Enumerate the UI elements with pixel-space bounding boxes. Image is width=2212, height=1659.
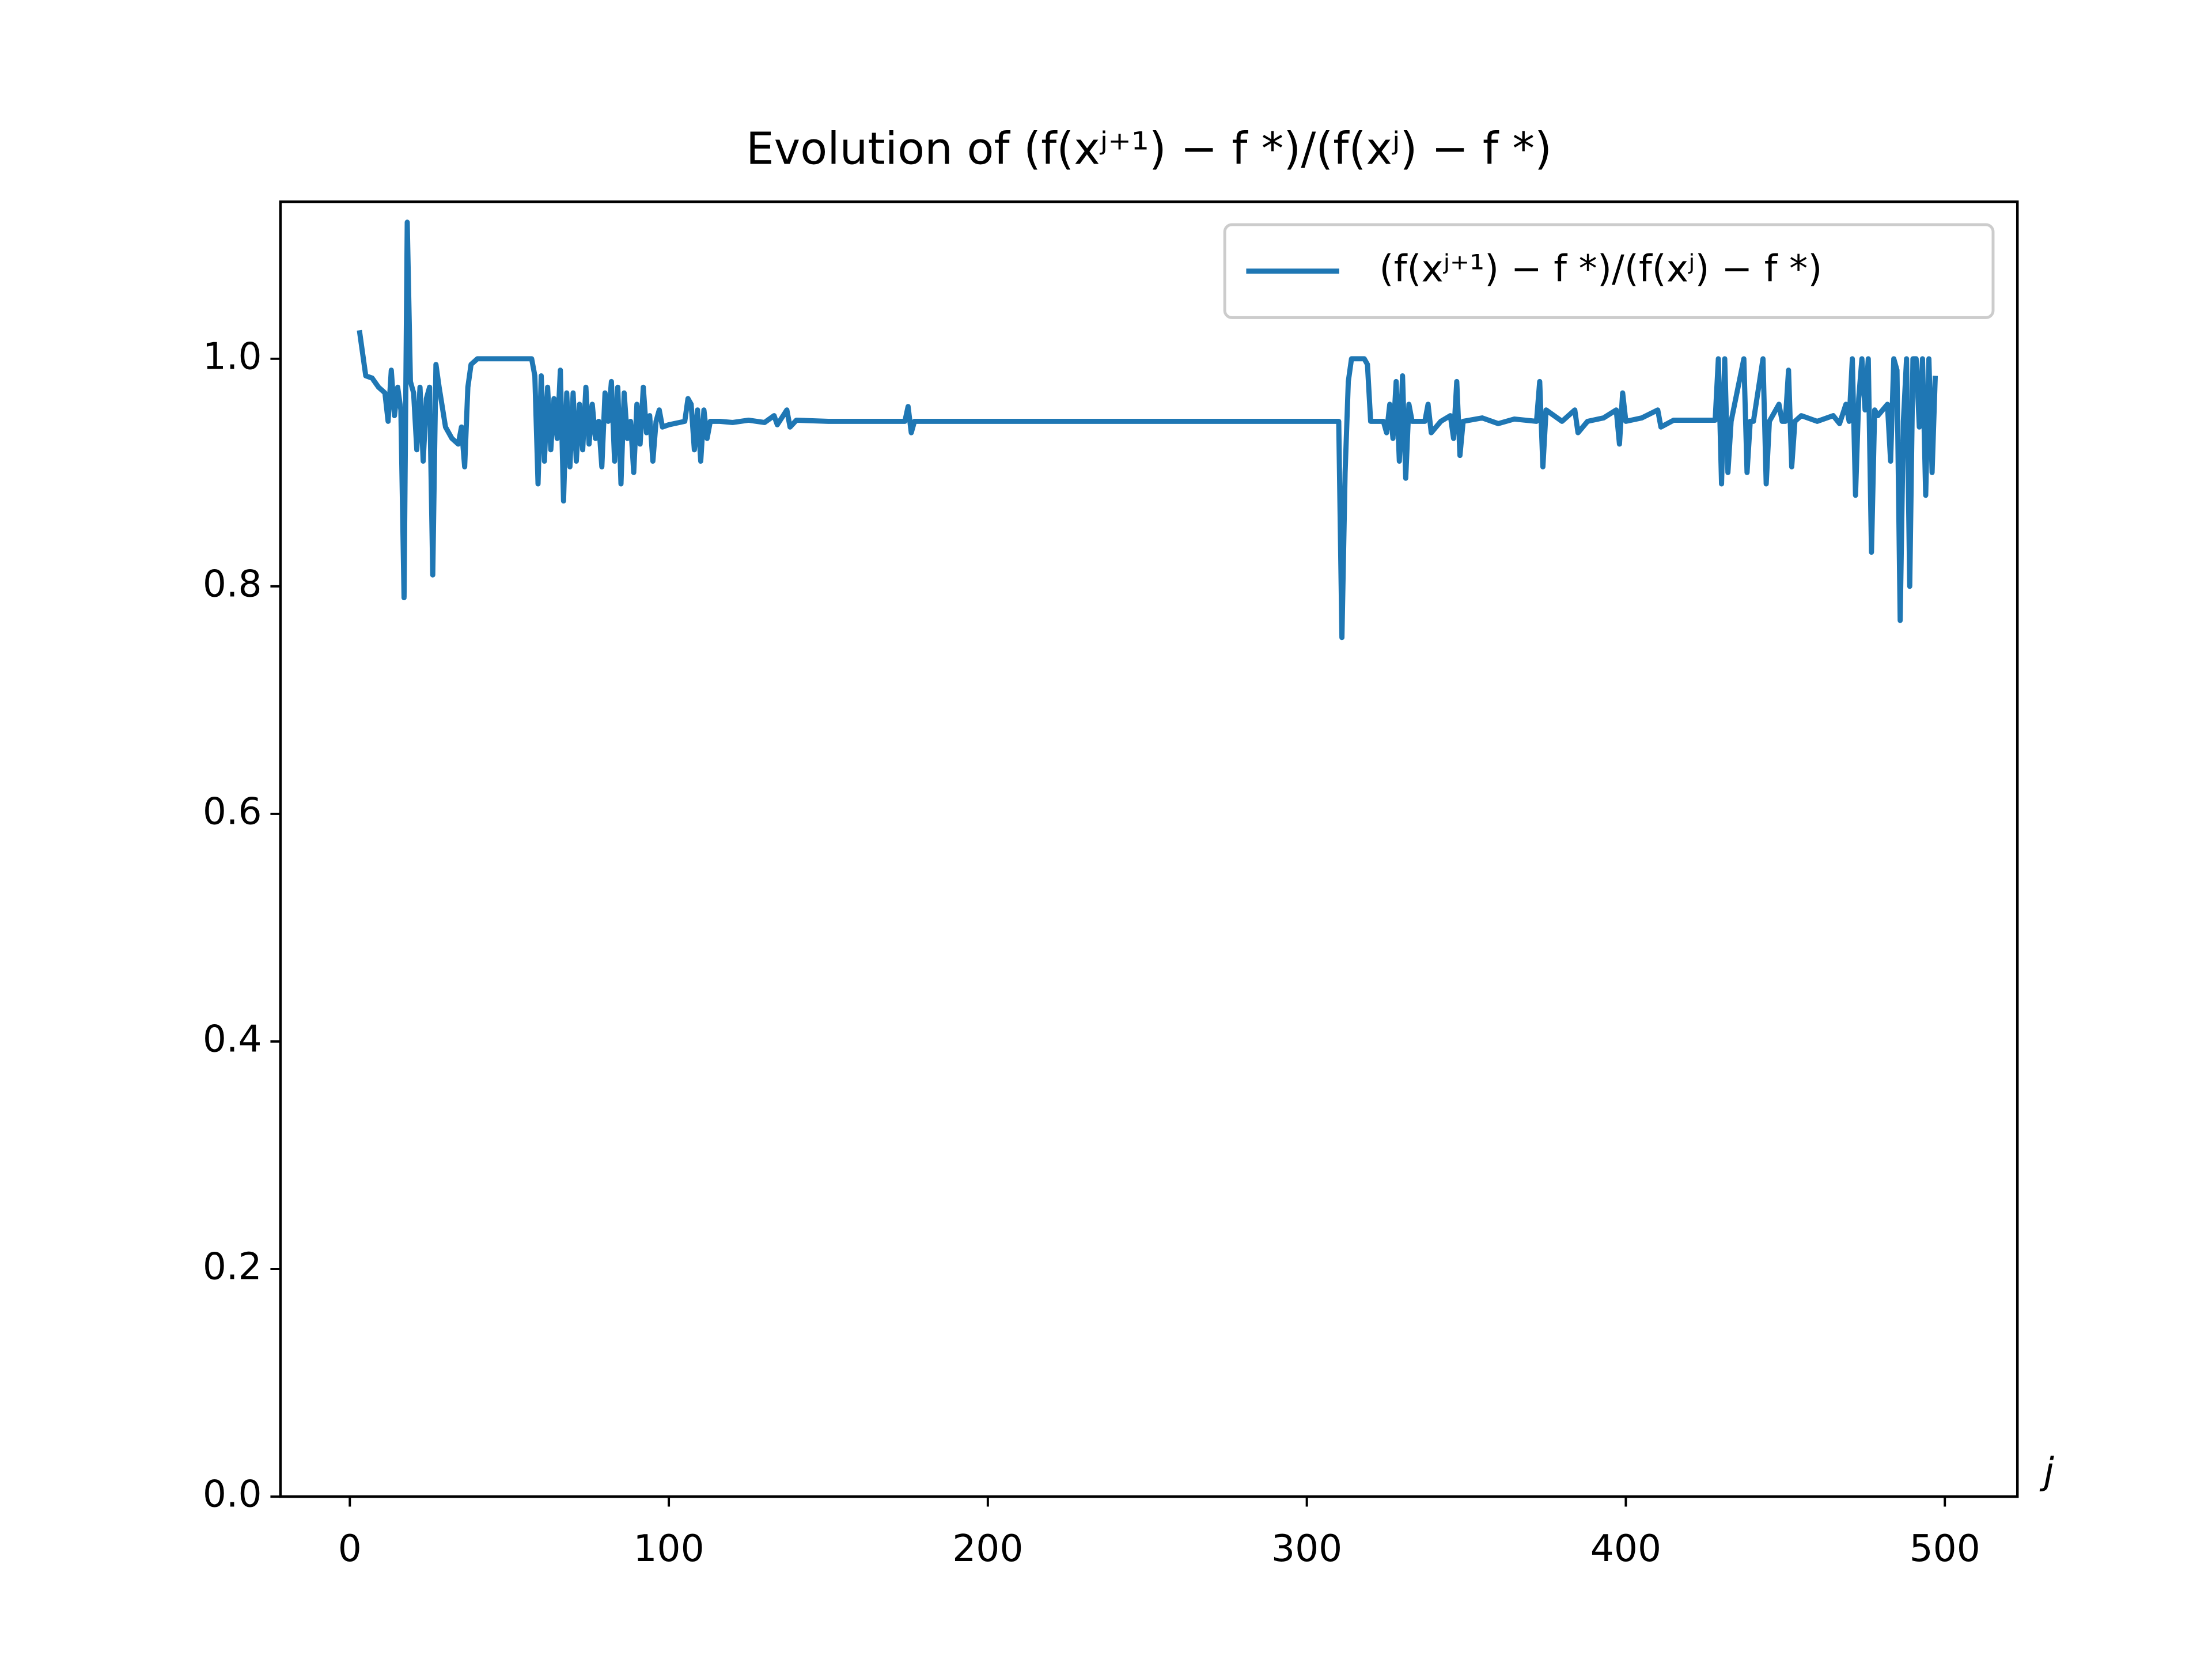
y-tick-label: 1.0 bbox=[203, 335, 262, 378]
x-tick-label: 200 bbox=[952, 1527, 1023, 1570]
legend-label: (f(xʲ⁺¹) − f *)/(f(xʲ) − f *) bbox=[1379, 247, 1822, 290]
legend-box bbox=[1223, 223, 1995, 319]
x-tick-label: 0 bbox=[338, 1527, 362, 1570]
plot-frame bbox=[279, 200, 2019, 1498]
chart-title: Evolution of (f(xʲ⁺¹) − f *)/(f(xʲ) − f … bbox=[746, 123, 1552, 175]
x-tick-label: 300 bbox=[1271, 1527, 1342, 1570]
x-tick-label: 100 bbox=[633, 1527, 704, 1570]
y-tick-label: 0.0 bbox=[203, 1473, 262, 1516]
y-tick-label: 0.6 bbox=[203, 790, 262, 833]
y-tick-label: 0.4 bbox=[203, 1018, 262, 1061]
x-tick-label: 500 bbox=[1910, 1527, 1980, 1570]
y-tick-label: 0.2 bbox=[203, 1245, 262, 1289]
x-tick-label: 400 bbox=[1590, 1527, 1661, 1570]
y-tick-label: 0.8 bbox=[203, 562, 262, 605]
data-line bbox=[357, 219, 1938, 641]
